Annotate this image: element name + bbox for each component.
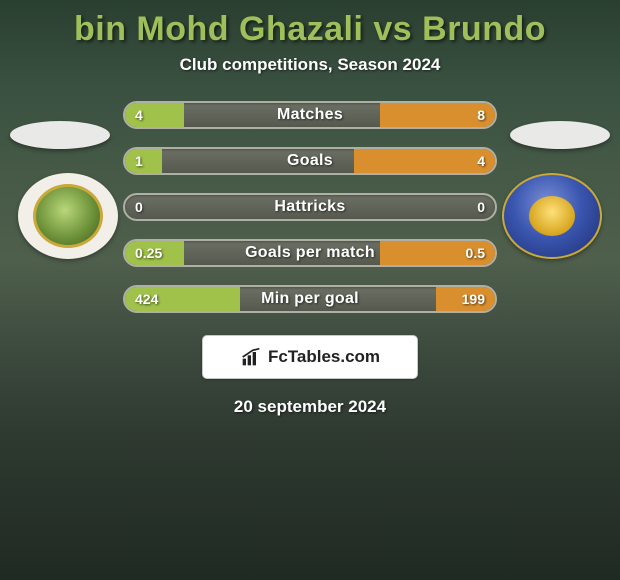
stat-bar: 424199Min per goal <box>123 285 497 313</box>
stat-bars: 48Matches 14Goals 00Hattricks 0.250.5Goals … <box>123 101 497 313</box>
page-title: bin Mohd Ghazali vs Brundo <box>0 6 620 55</box>
avatar-right <box>510 121 610 149</box>
chart-icon <box>240 347 262 367</box>
stat-bar: 48Matches <box>123 101 497 129</box>
brand-text: FcTables.com <box>268 347 380 367</box>
left-club-badge <box>18 173 118 259</box>
brand-box: FcTables.com <box>202 335 418 379</box>
subtitle: Club competitions, Season 2024 <box>0 55 620 75</box>
infographic: bin Mohd Ghazali vs Brundo Club competit… <box>0 0 620 417</box>
stat-bar: 0.250.5Goals per match <box>123 239 497 267</box>
stat-label: Goals <box>125 149 495 173</box>
stat-label: Min per goal <box>125 287 495 311</box>
right-club-badge <box>502 173 602 259</box>
avatar-left <box>10 121 110 149</box>
comparison-stage: 48Matches 14Goals 00Hattricks 0.250.5Goals … <box>0 101 620 417</box>
stat-label: Goals per match <box>125 241 495 265</box>
stat-label: Matches <box>125 103 495 127</box>
stat-bar: 14Goals <box>123 147 497 175</box>
stat-bar: 00Hattricks <box>123 193 497 221</box>
stat-label: Hattricks <box>125 195 495 219</box>
date-text: 20 september 2024 <box>0 397 620 417</box>
